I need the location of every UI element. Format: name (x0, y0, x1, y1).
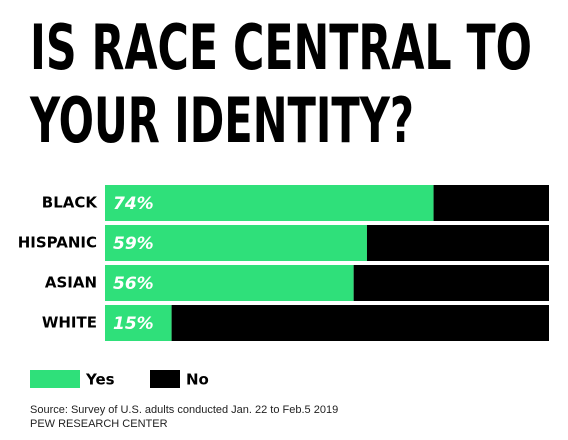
value-label: 59% (113, 234, 154, 254)
source: PEW RESEARCH CENTER (30, 418, 168, 430)
chart-title: YOUR IDENTITY? (29, 84, 414, 157)
bar-segment (105, 185, 434, 221)
bar-segment (105, 305, 172, 341)
bar-segment (433, 185, 549, 221)
category-label: HISPANIC (18, 234, 97, 252)
value-label: 74% (113, 194, 154, 214)
legend-swatch (150, 370, 180, 388)
legend-label: Yes (85, 371, 115, 389)
category-label: BLACK (42, 194, 99, 212)
legend-swatch (30, 370, 80, 388)
bar-segment (353, 265, 549, 301)
value-label: 56% (113, 274, 154, 294)
category-label: WHITE (42, 314, 97, 332)
bar-segment (105, 225, 367, 261)
bar-segment (171, 305, 549, 341)
value-label: 15% (113, 314, 154, 334)
chart-title: IS RACE CENTRAL TO (30, 11, 532, 84)
category-label: ASIAN (45, 274, 97, 292)
source: Source: Survey of U.S. adults conducted … (30, 404, 338, 416)
bar-segment (366, 225, 549, 261)
legend-label: No (186, 371, 209, 389)
bar-segment (105, 265, 354, 301)
